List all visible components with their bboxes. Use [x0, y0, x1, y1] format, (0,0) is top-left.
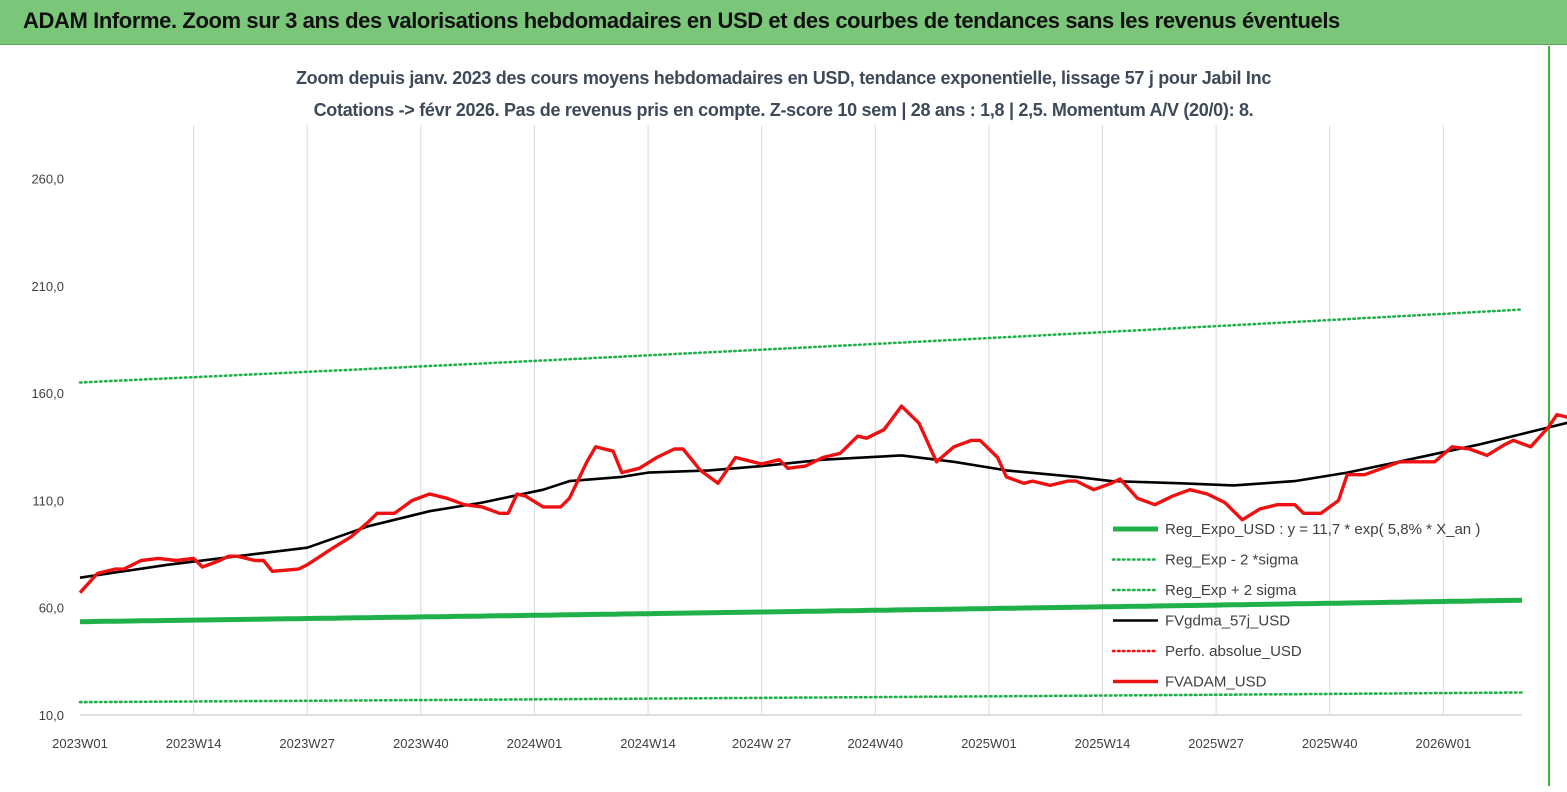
- y-tick-label: 260,0: [31, 172, 64, 187]
- grid: [80, 125, 1522, 716]
- y-tick-label: 10,0: [39, 708, 64, 723]
- x-tick-label: 2025W14: [1075, 736, 1131, 751]
- x-tick-label: 2023W40: [393, 736, 449, 751]
- series-reg-low-line: [78, 691, 1524, 704]
- x-tick-label: 2024W 27: [732, 736, 791, 751]
- x-tick-label: 2023W27: [279, 736, 335, 751]
- series-fvadam-line: [78, 404, 1567, 594]
- x-tick-label: 2023W14: [166, 736, 222, 751]
- series-reg-high-line: [78, 308, 1524, 384]
- x-tick-label: 2024W40: [847, 736, 903, 751]
- series-lines: [78, 308, 1567, 704]
- y-tick-label: 110,0: [32, 493, 64, 508]
- report-title: ADAM Informe. Zoom sur 3 ans des valoris…: [23, 8, 1340, 33]
- x-tick-label: 2025W01: [961, 736, 1017, 751]
- x-tick-label: 2024W01: [507, 736, 563, 751]
- legend-item-label: FVADAM_USD: [1165, 674, 1267, 691]
- chart-panel: [3, 46, 1550, 786]
- x-tick-label: 2026W01: [1416, 736, 1472, 751]
- series-fvgdma-line: [79, 421, 1567, 579]
- x-tick-label: 2024W14: [620, 736, 676, 751]
- y-axis-ticks: 10,0 60,0 110,0 160,0 210,0 260,0: [31, 172, 64, 723]
- x-tick-label: 2023W01: [52, 736, 108, 751]
- legend-item-label: Reg_Exp + 2 sigma: [1165, 582, 1297, 599]
- chart-title: Zoom depuis janv. 2023 des cours moyens …: [295, 68, 1272, 88]
- report-header: ADAM Informe. Zoom sur 3 ans des valoris…: [0, 0, 1567, 45]
- legend-item-label: Perfo. absolue_USD: [1165, 643, 1302, 660]
- legend-item-label: Reg_Exp - 2 *sigma: [1165, 552, 1299, 569]
- y-tick-label: 60,0: [39, 601, 64, 616]
- x-axis-ticks: 2023W01 2023W14 2023W27 2023W40 2024W01 2024W…: [52, 736, 1471, 751]
- legend-item-label: Reg_Expo_USD : y = 11,7 * exp( 5,8% * X_…: [1165, 521, 1480, 538]
- y-tick-label: 160,0: [31, 386, 64, 401]
- x-tick-label: 2025W27: [1188, 736, 1244, 751]
- x-tick-label: 2025W40: [1302, 736, 1358, 751]
- chart-subtitle: Cotations -> févr 2026. Pas de revenus p…: [313, 100, 1254, 120]
- y-tick-label: 210,0: [31, 279, 64, 294]
- legend: Reg_Expo_USD : y = 11,7 * exp( 5,8% * X_…: [1111, 521, 1480, 691]
- legend-item-label: FVgdma_57j_USD: [1165, 613, 1290, 630]
- series-reg-line: [79, 597, 1523, 625]
